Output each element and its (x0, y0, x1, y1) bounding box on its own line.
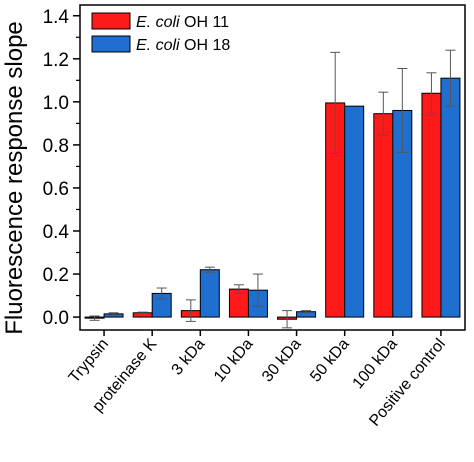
bar (344, 105, 365, 318)
legend-swatch (91, 12, 131, 30)
y-axis-label: Fluorescence response slope (1, 21, 28, 335)
y-tick-label: 0.4 (43, 222, 70, 243)
legend-entry: E. coli OH 11 (136, 14, 229, 31)
y-tick-label: 0.6 (43, 179, 69, 200)
x-tick-label: 30 kDa (259, 336, 305, 386)
x-tick-label: 10 kDa (211, 336, 257, 386)
y-tick-label: 0.0 (43, 308, 69, 329)
bar (199, 269, 220, 318)
y-tick-label: 1.2 (43, 50, 69, 71)
bar (440, 77, 461, 318)
y-tick-label: 1.4 (43, 7, 70, 28)
y-tick-label: 0.8 (43, 136, 69, 157)
legend: E. coli OH 11 E. coli OH 18 (91, 12, 230, 54)
bar (373, 113, 394, 318)
legend-entry: E. coli OH 18 (136, 37, 230, 54)
y-tick-label: 0.2 (43, 265, 69, 286)
x-tick-label: 100 kDa (350, 336, 401, 393)
bar (421, 92, 442, 318)
legend-swatch (91, 35, 131, 53)
x-tick-label: 50 kDa (307, 336, 353, 386)
x-tick-label: Trypsin (66, 336, 112, 387)
plot-frame (79, 4, 466, 331)
plot-area: 0.00.20.40.60.81.01.21.4Trypsinproteinas… (43, 4, 466, 430)
y-tick-label: 1.0 (43, 93, 69, 114)
x-tick-label: 3 kDa (168, 336, 208, 379)
